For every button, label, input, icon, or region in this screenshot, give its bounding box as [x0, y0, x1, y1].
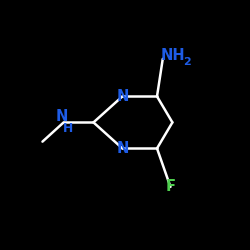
Text: H: H [63, 122, 74, 135]
Text: NH: NH [161, 48, 186, 64]
Text: F: F [166, 180, 175, 194]
Text: N: N [116, 89, 128, 104]
Text: N: N [116, 141, 128, 156]
Text: N: N [56, 109, 68, 124]
Text: 2: 2 [183, 57, 191, 67]
